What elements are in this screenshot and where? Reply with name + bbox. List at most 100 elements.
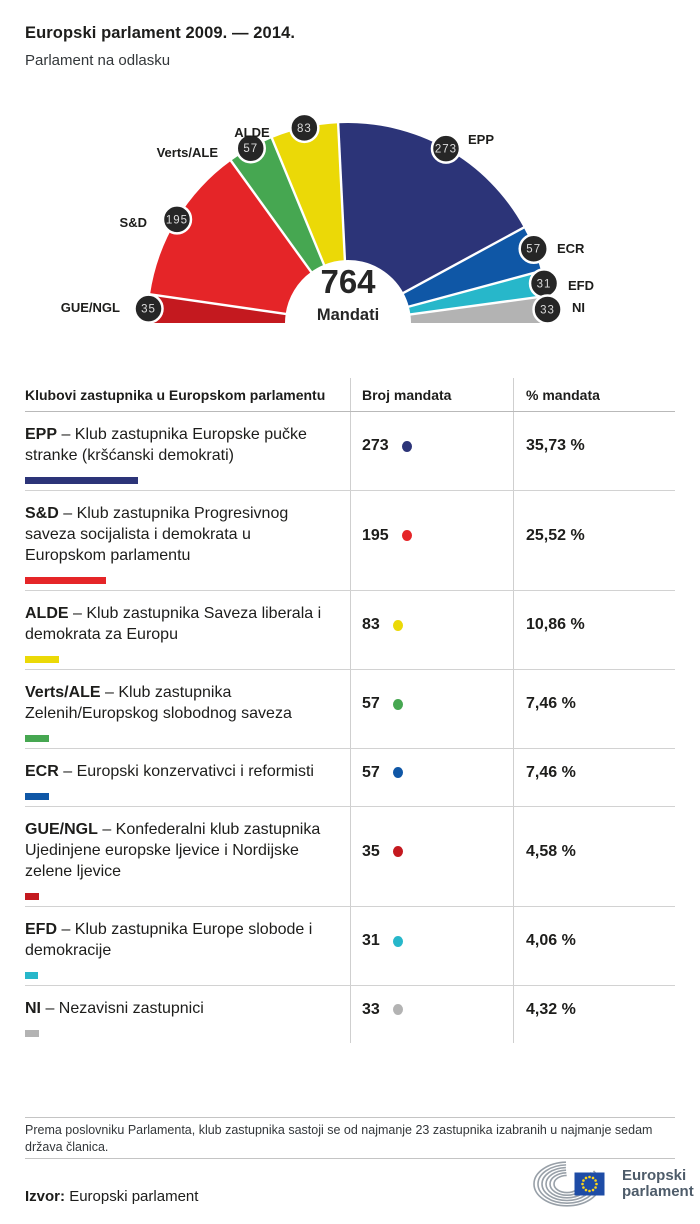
page-subtitle: Parlament na odlasku [25, 52, 171, 69]
color-bar [25, 793, 49, 800]
logo-text: Europski parlament [622, 1168, 694, 1200]
color-dot [392, 767, 403, 778]
color-bar [25, 656, 59, 663]
total-seats: 764 [320, 263, 376, 300]
seat-count-value: 83 [362, 616, 380, 633]
group-name: NI – Nezavisni zastupnici [25, 986, 351, 1043]
seat-badge-value: 273 [435, 144, 457, 156]
group-abbr: ECR [25, 763, 59, 780]
total-caption: Mandati [317, 306, 379, 324]
european-parliament-logo: Europski parlament [524, 1159, 694, 1209]
hemicycle-chart: 35 GUE/NGL 195 S&D 57 Verts/ALE 83 ALDE 273 EPP 57… [61, 112, 594, 325]
color-dot [392, 698, 403, 710]
color-dot [392, 1004, 403, 1015]
footnote-divider-top [25, 1117, 675, 1118]
seat-count-value: 195 [362, 526, 389, 544]
seat-badge-NI [532, 294, 563, 325]
seat-badge-value: 83 [297, 123, 312, 135]
seat-percentage: 7,46 % [526, 695, 576, 712]
group-abbr: Verts/ALE [25, 684, 101, 701]
color-dot [401, 530, 412, 541]
segment-label-ECR: ECR [557, 241, 585, 256]
seat-count: 273 [351, 412, 514, 490]
seat-count-value: 273 [362, 437, 389, 454]
table-body: EPP – Klub zastupnika Europske pučke str… [25, 412, 675, 1043]
seat-badge-EPP [430, 133, 462, 164]
group-abbr: GUE/NGL [25, 821, 98, 838]
color-dot [392, 846, 403, 857]
group-name: EPP – Klub zastupnika Europske pučke str… [25, 412, 351, 490]
seat-percentage: 25,52 % [526, 526, 585, 544]
seat-count: 33 [351, 986, 514, 1043]
group-abbr: ALDE [25, 605, 69, 622]
color-bar [25, 893, 39, 900]
table-row-ALDE: ALDE – Klub zastupnika Saveza liberala i… [25, 591, 675, 670]
seat-count-value: 57 [362, 695, 380, 712]
table-row-EFD: EFD – Klub zastupnika Europe slobode i d… [25, 907, 675, 986]
seat-percentage: 35,73 % [526, 437, 585, 454]
seat-percentage: 4,06 % [526, 932, 576, 949]
seat-count: 57 [351, 749, 514, 806]
seat-count-value: 57 [362, 763, 380, 781]
table-row-ECR: ECR – Europski konzervativci i reformist… [25, 749, 675, 807]
segment-NI [410, 295, 548, 323]
table-row-NI: NI – Nezavisni zastupnici 33 4,32 % [25, 986, 675, 1043]
footnote-divider-bottom [25, 1158, 675, 1159]
seat-count: 57 [351, 670, 514, 748]
seat-percentage: 7,46 % [526, 763, 576, 781]
segment-ECR [403, 227, 542, 307]
segment-label-S&D: S&D [120, 215, 147, 230]
table-row-S&D: S&D – Klub zastupnika Progresivnog savez… [25, 491, 675, 591]
source-label: Izvor: [25, 1188, 66, 1205]
header-percent: % mandata [526, 386, 600, 403]
segment-EPP [338, 123, 524, 293]
color-bar [25, 972, 38, 979]
color-dot [392, 935, 403, 947]
group-abbr: NI [25, 1000, 41, 1017]
seat-badge-value: 57 [243, 143, 258, 155]
page-title: Europski parlament 2009. — 2014. [25, 24, 296, 42]
group-name: GUE/NGL – Konfederalni klub zastupnika U… [25, 807, 351, 906]
seat-badge-GUE/NGL [133, 293, 164, 324]
segment-Verts/ALE [230, 138, 325, 272]
seat-badge-value: 195 [166, 214, 188, 226]
segment-label-Verts/ALE: Verts/ALE [157, 145, 219, 160]
seat-count-value: 35 [362, 842, 380, 860]
seat-count: 31 [351, 907, 514, 985]
source-line: Izvor: Europski parlament [25, 1188, 198, 1205]
seat-badge-value: 33 [540, 304, 555, 316]
seat-count: 83 [351, 591, 514, 669]
segment-label-ALDE: ALDE [234, 125, 270, 140]
logo-line2: parlament [622, 1183, 694, 1200]
header-groups: Klubovi zastupnika u Europskom parlament… [25, 378, 351, 411]
group-name: EFD – Klub zastupnika Europe slobode i d… [25, 907, 351, 985]
table-row-Verts/ALE: Verts/ALE – Klub zastupnika Zelenih/Euro… [25, 670, 675, 749]
segment-label-GUE/NGL: GUE/NGL [61, 300, 120, 315]
seat-badge-ALDE [289, 112, 320, 144]
seat-percentage: 4,58 % [526, 842, 576, 860]
group-abbr: EFD [25, 921, 57, 938]
seat-badge-value: 57 [526, 244, 541, 256]
table-header: Klubovi zastupnika u Europskom parlament… [25, 378, 675, 412]
color-dot [401, 440, 412, 452]
segment-S&D [150, 160, 312, 314]
header-seats: Broj mandata [351, 378, 514, 411]
group-name: ALDE – Klub zastupnika Saveza liberala i… [25, 591, 351, 669]
source-value: Europski parlament [69, 1188, 199, 1205]
segment-label-EPP: EPP [468, 132, 494, 147]
color-bar [25, 1030, 39, 1037]
seat-count-value: 31 [362, 932, 380, 949]
seats-table: Klubovi zastupnika u Europskom parlament… [25, 378, 675, 1043]
table-row-EPP: EPP – Klub zastupnika Europske pučke str… [25, 412, 675, 491]
seat-badge-value: 35 [141, 304, 156, 316]
color-bar [25, 577, 106, 584]
group-name: ECR – Europski konzervativci i reformist… [25, 749, 351, 806]
group-abbr: EPP [25, 426, 58, 443]
seat-percentage: 10,86 % [526, 616, 585, 633]
group-name: S&D – Klub zastupnika Progresivnog savez… [25, 491, 351, 590]
seat-count: 35 [351, 807, 514, 906]
group-abbr: S&D [25, 505, 59, 522]
color-dot [392, 619, 403, 631]
seat-badge-Verts/ALE [235, 132, 266, 164]
